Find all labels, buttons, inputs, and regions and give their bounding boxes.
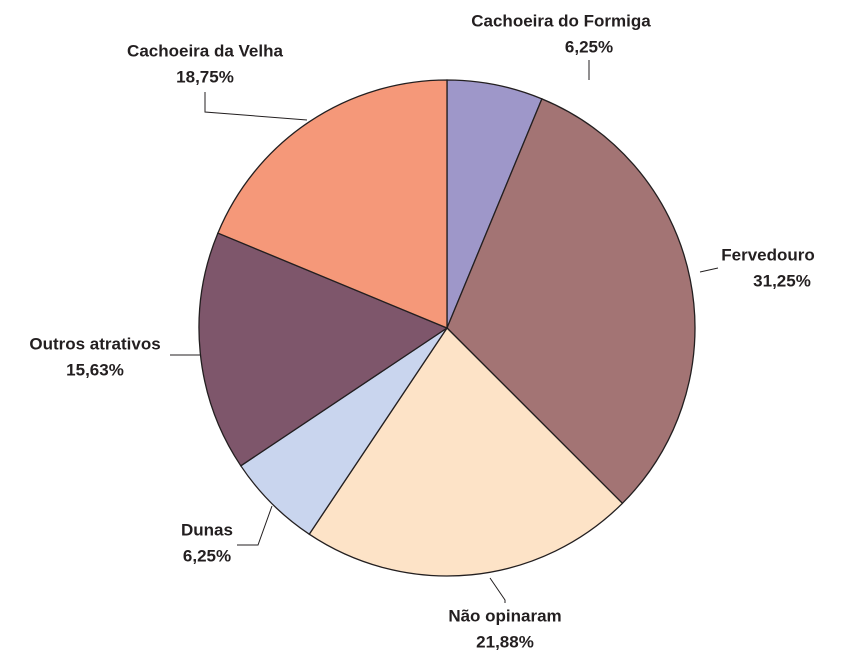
leader-line (489, 577, 506, 603)
pie-slice (198, 232, 449, 467)
pie-slice (217, 79, 448, 329)
slice-value: 6,25% (183, 546, 231, 565)
slice-label: Outros atrativos (29, 334, 160, 353)
slice-label: Não opinaram (448, 606, 561, 625)
slice-value: 18,75% (176, 67, 234, 86)
slice-label: Cachoeira do Formiga (471, 11, 651, 30)
slice-label: Dunas (181, 520, 233, 539)
slice-label: Fervedouro (721, 245, 815, 264)
leader-line (237, 505, 273, 546)
slice-value: 31,25% (753, 271, 811, 290)
slice-value: 6,25% (565, 37, 613, 56)
leader-line (204, 92, 308, 121)
pie-slice (446, 98, 696, 505)
slice-value: 21,88% (476, 632, 534, 651)
slice-value: 15,63% (66, 360, 124, 379)
pie-slice (308, 326, 624, 577)
leader-line (699, 267, 719, 273)
slice-label: Cachoeira da Velha (127, 41, 283, 60)
